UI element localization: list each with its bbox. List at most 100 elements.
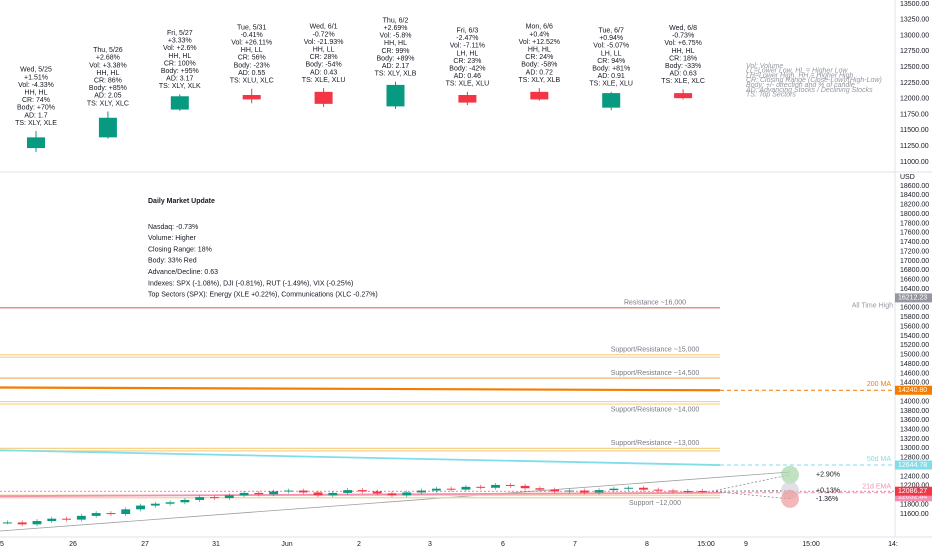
update-line: Nasdaq: -0.73%	[148, 224, 198, 231]
intraday-candle	[62, 518, 71, 520]
candle-note: TS: XLE, XLU	[589, 81, 633, 88]
price-tick-label: 17400.00	[900, 239, 929, 246]
candle-note: CR: 24%	[525, 54, 553, 61]
intraday-candle	[550, 489, 560, 492]
update-line: Closing Range: 18%	[148, 246, 212, 253]
candle-note: Body: +70%	[17, 105, 55, 112]
candle-date: Wed, 6/8	[669, 25, 697, 32]
intraday-candle	[121, 509, 131, 514]
candle-note: CR: 74%	[22, 97, 50, 104]
update-line: Volume: Higher	[148, 235, 197, 242]
candle-note: AD: 0.91	[598, 73, 625, 80]
candle-note: Vol: -4.33%	[18, 82, 54, 89]
candle-date: Tue, 6/7	[598, 27, 624, 34]
intraday-candle	[2, 522, 12, 524]
projection-marker	[781, 489, 799, 508]
price-tick-label: 18200.00	[900, 202, 929, 209]
candle-note: Body: -58%	[521, 62, 557, 69]
intraday-candle	[76, 515, 86, 520]
price-tick-label: 12200.00	[900, 483, 929, 490]
candle-note: AD: 0.63	[669, 71, 696, 78]
price-tag-text: 12052.84	[898, 494, 927, 501]
price-tick-label: 15200.00	[900, 342, 929, 349]
intraday-candle	[372, 491, 382, 494]
intraday-candle	[520, 485, 530, 489]
projection-line	[711, 474, 791, 492]
price-tick-label: 15600.00	[900, 323, 929, 330]
candle-note: AD: 0.43	[310, 69, 337, 76]
candle-note: Vol: +6.75%	[664, 40, 702, 47]
legend-line: Vol: Volume	[746, 63, 783, 70]
time-tick-label: 6	[501, 541, 505, 548]
candle-note: Body: +95%	[161, 68, 199, 75]
candle-note: Vol: +2.6%	[163, 45, 197, 52]
candle-body	[242, 95, 261, 100]
price-tick-label: 16800.00	[900, 267, 929, 274]
candle-note: CR: 86%	[94, 77, 122, 84]
time-tick-label: 15:00	[697, 541, 715, 548]
candle-note: AD: 0.72	[526, 69, 553, 76]
candle-note: Body: -33%	[665, 63, 701, 70]
time-tick-label: 9	[744, 541, 748, 548]
intraday-candle	[328, 492, 338, 496]
intraday-candle	[47, 518, 57, 522]
price-tick-label: 17600.00	[900, 230, 929, 237]
level-label: Resistance ~16,000	[624, 300, 686, 307]
price-tick-label: 16000.00	[900, 305, 929, 312]
price-tick-label: 15400.00	[900, 333, 929, 340]
price-tag-text: 12086.27	[898, 488, 927, 495]
level-label: Support ~12,000	[629, 500, 681, 507]
price-tick-label: 15000.00	[900, 352, 929, 359]
candle-note: -0.72%	[313, 31, 335, 38]
projection-marker	[781, 465, 799, 484]
candle-note: Vol: -21.93%	[304, 39, 344, 46]
candle-note: Body: -54%	[306, 62, 342, 69]
candle-date: Fri, 5/27	[167, 30, 193, 37]
candle-note: CR: 23%	[453, 58, 481, 65]
intraday-candle	[91, 513, 101, 516]
moving-average	[0, 386, 721, 392]
price-tag-text: 14240.80	[898, 387, 927, 394]
candle-body	[386, 84, 405, 107]
candle-note: Body: +81%	[592, 65, 630, 72]
projection-label: +0.13%	[816, 487, 840, 494]
price-tick-label: 11750.00	[900, 111, 929, 118]
candle-note: TS: XLY, XLB	[518, 77, 560, 84]
candle-note: HH, LL	[241, 47, 263, 54]
ma-label: 50d MA	[867, 456, 891, 463]
candle-note: HH, HL	[168, 53, 191, 60]
price-tick-label: 11800.00	[900, 501, 929, 508]
price-tick-label: 13500.00	[900, 1, 929, 8]
candle-note: AD: 0.46	[454, 73, 481, 80]
candle-note: Vol: +12.52%	[519, 39, 560, 46]
candle-note: CR: 100%	[164, 60, 196, 67]
level-label: Support/Resistance ~14,000	[611, 406, 700, 413]
ma-label: 21d EMA	[862, 484, 891, 491]
intraday-candle	[106, 513, 116, 515]
price-tick-label: 12800.00	[900, 455, 929, 462]
price-tag-text: 12644.78	[898, 462, 927, 469]
price-tick-label: 11250.00	[900, 143, 929, 150]
currency: USD	[900, 174, 915, 181]
intraday-candle	[624, 487, 634, 489]
candle-note: +0.4%	[529, 31, 549, 38]
intraday-candle	[461, 486, 471, 490]
ath-label: All Time High	[852, 303, 893, 310]
intraday-candle	[254, 492, 264, 495]
candle-note: TS: XLY, XLB	[375, 71, 417, 78]
candle-note: +0.94%	[599, 35, 623, 42]
price-tick-label: 11600.00	[900, 511, 929, 518]
intraday-candle	[210, 497, 219, 499]
time-tick-label: 15:00	[802, 541, 820, 548]
moving-average	[0, 449, 721, 466]
intraday-candle	[32, 521, 42, 525]
trend-line	[0, 471, 791, 532]
intraday-candle	[136, 505, 145, 510]
price-tick-label: 17800.00	[900, 220, 929, 227]
update-line: Advance/Decline: 0.63	[148, 269, 218, 276]
price-tick-label: 13000.00	[900, 32, 929, 39]
intraday-candle	[357, 490, 367, 492]
price-tick-label: 13200.00	[900, 436, 929, 443]
candle-note: +1.51%	[24, 74, 48, 81]
